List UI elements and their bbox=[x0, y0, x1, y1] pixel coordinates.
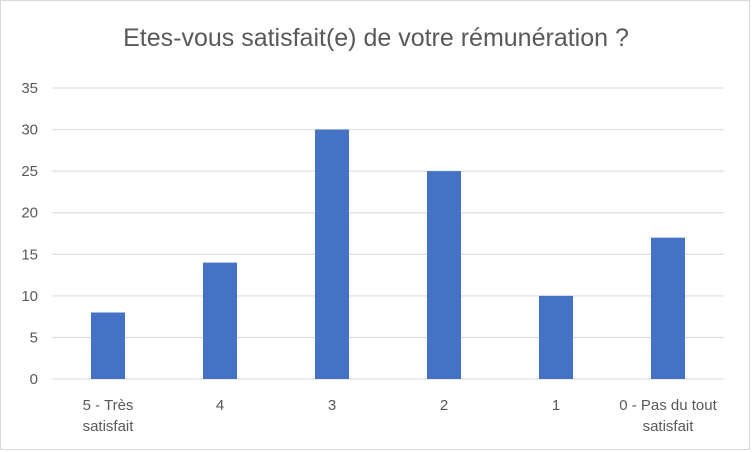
y-tick-label: 35 bbox=[21, 80, 38, 97]
bar bbox=[427, 171, 461, 379]
x-category-label: satisfait bbox=[83, 418, 135, 435]
y-tick-label: 25 bbox=[21, 163, 38, 180]
y-tick-label: 15 bbox=[21, 246, 38, 263]
x-axis-categories: 5 - Très satisfait 4 3 2 1 0 - Pas du tout sati… bbox=[83, 397, 718, 435]
x-category-label: 0 - Pas du tout bbox=[619, 397, 717, 414]
y-tick-label: 30 bbox=[21, 122, 38, 139]
gridlines bbox=[52, 87, 724, 380]
y-tick-label: 5 bbox=[30, 329, 38, 346]
bar bbox=[651, 237, 685, 379]
x-category-label: 5 - Très bbox=[83, 397, 134, 414]
bar bbox=[203, 262, 237, 379]
chart-title: Etes-vous satisfait(e) de votre rémunéra… bbox=[123, 24, 629, 52]
y-tick-label: 20 bbox=[21, 205, 38, 222]
x-category-label: 2 bbox=[440, 397, 448, 414]
x-category-label: 3 bbox=[328, 397, 336, 414]
y-tick-label: 0 bbox=[30, 371, 38, 388]
bar bbox=[315, 129, 349, 379]
x-category-label: satisfait bbox=[643, 418, 695, 435]
y-tick-label: 10 bbox=[21, 288, 38, 305]
x-category-label: 4 bbox=[216, 397, 224, 414]
x-category-label: 1 bbox=[552, 397, 560, 414]
y-axis-ticks: 0 5 10 15 20 25 30 35 bbox=[21, 80, 38, 388]
bar bbox=[539, 295, 573, 379]
bar bbox=[91, 312, 125, 379]
bars bbox=[91, 129, 685, 379]
